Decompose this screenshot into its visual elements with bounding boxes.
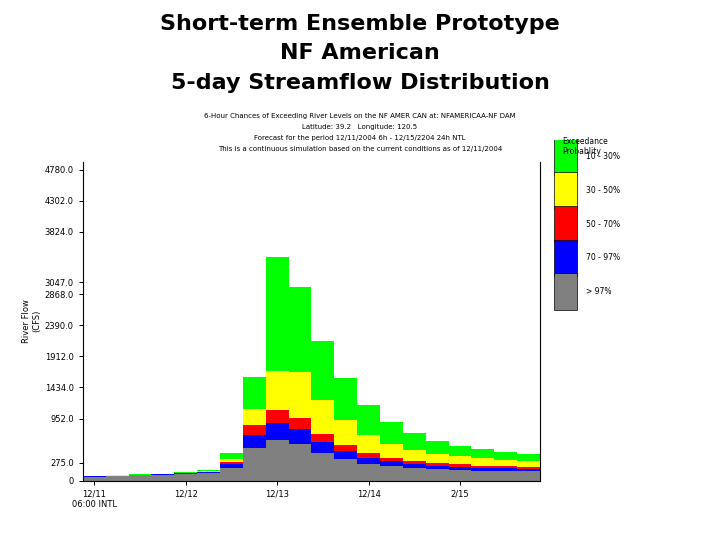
Bar [403, 468, 426, 481]
Bar [220, 464, 243, 468]
Bar [554, 240, 577, 276]
Y-axis label: River Flow
(CFS): River Flow (CFS) [22, 299, 42, 343]
Bar [334, 451, 357, 459]
Bar [311, 341, 334, 400]
Bar [554, 172, 577, 208]
Bar [266, 410, 289, 423]
Bar [83, 477, 106, 481]
Bar [289, 372, 311, 417]
Bar [334, 378, 357, 421]
Bar [174, 474, 197, 481]
Bar [266, 423, 289, 440]
Bar [449, 467, 472, 470]
Bar [472, 458, 494, 465]
Bar [472, 449, 494, 458]
Bar [243, 448, 266, 481]
Bar [151, 475, 174, 481]
Bar [472, 470, 494, 481]
Bar [266, 440, 289, 481]
Bar [554, 206, 577, 242]
Text: NF American: NF American [280, 43, 440, 63]
Bar [197, 470, 220, 471]
Bar [517, 469, 540, 471]
Bar [311, 442, 334, 453]
Bar [494, 467, 517, 468]
Bar [380, 422, 403, 444]
Bar [266, 371, 289, 410]
Bar [357, 453, 380, 458]
Bar [403, 464, 426, 468]
Text: Latitude: 39.2   Longitude: 120.5: Latitude: 39.2 Longitude: 120.5 [302, 124, 418, 130]
Text: 5-day Streamflow Distribution: 5-day Streamflow Distribution [171, 73, 549, 93]
Bar [494, 460, 517, 467]
Bar [472, 465, 494, 468]
Bar [311, 400, 334, 434]
Bar [357, 405, 380, 435]
Bar [449, 470, 472, 481]
Bar [449, 446, 472, 456]
Bar [403, 433, 426, 450]
Bar [380, 458, 403, 461]
Bar [243, 409, 266, 426]
Bar [380, 467, 403, 481]
Text: 70 - 97%: 70 - 97% [586, 253, 620, 262]
Bar [243, 426, 266, 435]
Bar [472, 468, 494, 470]
Bar [449, 456, 472, 464]
Bar [494, 452, 517, 460]
Text: 50 - 70%: 50 - 70% [586, 220, 620, 229]
Bar [517, 467, 540, 469]
Text: 10 - 30%: 10 - 30% [586, 152, 620, 161]
Bar [357, 464, 380, 481]
Bar [197, 472, 220, 474]
Bar [197, 471, 220, 472]
Bar [106, 476, 128, 481]
Bar [220, 468, 243, 481]
Bar [289, 287, 311, 372]
Text: This is a continuous simulation based on the current conditions as of 12/11/2004: This is a continuous simulation based on… [218, 146, 502, 152]
Text: Forecast for the period 12/11/2004 6h - 12/15/2204 24h NTL: Forecast for the period 12/11/2004 6h - … [254, 135, 466, 141]
Bar [426, 463, 449, 465]
Bar [426, 454, 449, 463]
Bar [220, 459, 243, 462]
Bar [517, 461, 540, 467]
Bar [311, 453, 334, 481]
Bar [334, 459, 357, 481]
Bar [380, 444, 403, 458]
Bar [311, 434, 334, 442]
Bar [174, 472, 197, 473]
Bar [517, 471, 540, 481]
Bar [380, 461, 403, 467]
Bar [426, 441, 449, 454]
Bar [197, 474, 220, 481]
Bar [357, 435, 380, 453]
Bar [403, 461, 426, 464]
Bar [449, 464, 472, 467]
Text: > 97%: > 97% [586, 287, 611, 296]
Bar [403, 450, 426, 461]
Bar [494, 471, 517, 481]
Bar [289, 429, 311, 443]
Bar [494, 468, 517, 471]
Bar [426, 465, 449, 469]
Text: Exceedance
Probablity: Exceedance Probablity [562, 137, 608, 157]
Bar [220, 462, 243, 464]
Bar [289, 443, 311, 481]
Bar [220, 453, 243, 459]
Bar [334, 421, 357, 445]
Bar [554, 139, 577, 175]
Bar [243, 435, 266, 448]
Bar [517, 454, 540, 461]
Bar [243, 376, 266, 409]
Bar [289, 417, 311, 429]
Bar [554, 273, 577, 310]
Bar [128, 475, 151, 481]
Text: Short-term Ensemble Prototype: Short-term Ensemble Prototype [160, 14, 560, 33]
Text: 6-Hour Chances of Exceeding River Levels on the NF AMER CAN at: NFAMERICAA-NF DA: 6-Hour Chances of Exceeding River Levels… [204, 113, 516, 119]
Bar [426, 469, 449, 481]
Bar [357, 458, 380, 464]
Bar [266, 257, 289, 371]
Bar [334, 445, 357, 451]
Text: 30 - 50%: 30 - 50% [586, 186, 620, 195]
